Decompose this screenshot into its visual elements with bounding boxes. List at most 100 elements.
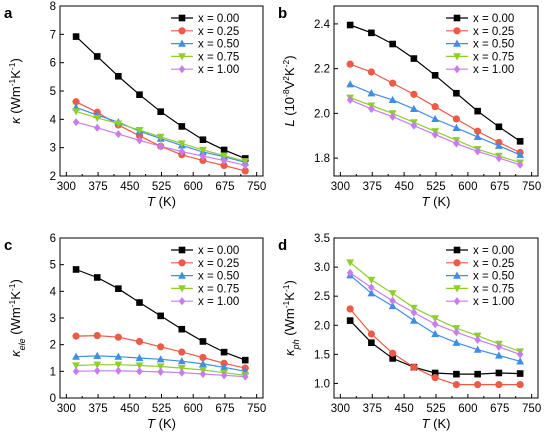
data-point (431, 130, 439, 139)
x-tick-label: 525 (152, 181, 171, 193)
legend-marker (178, 259, 186, 267)
data-point (199, 369, 207, 379)
data-point (410, 104, 418, 112)
series-3 (346, 80, 525, 158)
data-point (115, 129, 122, 139)
data-point (495, 123, 503, 131)
data-point (136, 136, 143, 145)
data-point (220, 371, 228, 380)
data-point (136, 91, 143, 98)
panel-letter: a (4, 5, 13, 22)
legend-entry: x = 1.00 (473, 296, 514, 308)
legend-entry: x = 0.75 (473, 51, 514, 63)
data-point (178, 325, 186, 333)
x-tick-label: 450 (120, 181, 139, 193)
y-tick-label: 3.5 (314, 233, 330, 245)
x-tick-label: 450 (395, 181, 414, 193)
y-tick-label: 1.5 (314, 349, 330, 361)
panel-letter: b (278, 5, 287, 22)
legend-marker (178, 65, 186, 74)
x-tick-label: 600 (184, 181, 203, 193)
data-point (178, 123, 186, 130)
y-tick-label: 3 (50, 143, 56, 155)
data-point (135, 362, 144, 370)
y-tick-label: 5 (50, 86, 56, 98)
data-point (199, 156, 207, 165)
data-point (431, 315, 440, 323)
legend-marker (178, 14, 186, 22)
data-point (516, 150, 525, 158)
data-point (346, 305, 354, 313)
data-point (388, 301, 397, 310)
x-tick-label: 675 (215, 181, 234, 193)
data-point (93, 53, 101, 60)
legend-entry: x = 0.75 (473, 283, 514, 295)
legend-marker (453, 14, 461, 22)
data-point (431, 114, 440, 123)
data-point (367, 276, 376, 284)
data-point (410, 90, 418, 98)
data-point (474, 335, 481, 344)
y-tick-label: 3 (50, 313, 56, 325)
data-point (388, 95, 397, 104)
x-tick-label: 300 (331, 181, 350, 193)
panel-a: a 300 375 450 525 600 675 750 2 3 4 5 6 7 8 T (K) κ (Wm-… (4, 1, 266, 209)
y-tick-label: 6 (50, 58, 56, 70)
x-tick-label: 450 (120, 403, 139, 415)
data-point (136, 367, 143, 376)
panel-d: d 300 375 450 525 600 675 750 1.0 1.5 2.0 2.5 3.0 3.5… (278, 233, 541, 431)
x-tick-label: 750 (522, 181, 541, 193)
data-point (72, 352, 80, 360)
x-tick-label: 300 (331, 403, 350, 415)
series-3 (72, 351, 250, 375)
x-tick-label: 375 (363, 181, 382, 193)
y-tick-label: 3.0 (314, 262, 330, 274)
data-point (368, 104, 375, 113)
x-tick-label: 750 (247, 181, 266, 193)
y-tick-label: 2.4 (314, 19, 331, 31)
data-point (72, 33, 80, 40)
y-tick-label: 4 (50, 286, 57, 298)
y-tick-label: 0 (50, 393, 56, 405)
panel-b: b 300 375 450 525 600 675 750 1.8 2.0 2.2 2.4 T (K) L… (278, 5, 541, 209)
data-point (156, 133, 165, 141)
data-point (473, 132, 482, 140)
y-axis-label: κph (Wm-1K-1) (281, 280, 301, 356)
data-point (367, 330, 375, 338)
data-point (495, 381, 503, 389)
data-point (93, 332, 101, 340)
legend-marker (453, 285, 461, 293)
data-point (346, 317, 354, 324)
data-point (431, 329, 440, 338)
legend-marker (178, 246, 186, 254)
y-tick-label: 2.2 (314, 64, 330, 76)
data-point (389, 296, 396, 305)
x-tick-label: 375 (88, 181, 107, 193)
data-point (72, 266, 80, 273)
data-point (346, 21, 354, 29)
data-point (495, 369, 503, 377)
data-point (72, 118, 80, 127)
data-point (135, 127, 144, 135)
x-tick-label: 450 (395, 403, 414, 415)
data-point (516, 138, 524, 145)
data-point (431, 320, 439, 329)
series-2 (72, 332, 249, 372)
data-point (72, 98, 80, 106)
legend: x = 0.00x = 0.25x = 0.50x = 0.75x = 1.00 (171, 13, 239, 76)
x-tick-label: 600 (458, 403, 477, 415)
legend-marker (453, 27, 461, 35)
legend-entry: x = 0.50 (473, 39, 514, 51)
data-point (220, 161, 228, 170)
series-2 (346, 305, 524, 389)
y-tick-label: 4 (50, 114, 57, 126)
data-point (177, 357, 186, 365)
data-point (431, 369, 439, 377)
data-point (93, 366, 101, 375)
data-point (220, 146, 228, 154)
data-point (389, 79, 397, 87)
series-4 (72, 108, 250, 166)
data-point (388, 290, 397, 298)
y-tick-label: 1.8 (314, 153, 330, 165)
data-point (516, 357, 525, 365)
